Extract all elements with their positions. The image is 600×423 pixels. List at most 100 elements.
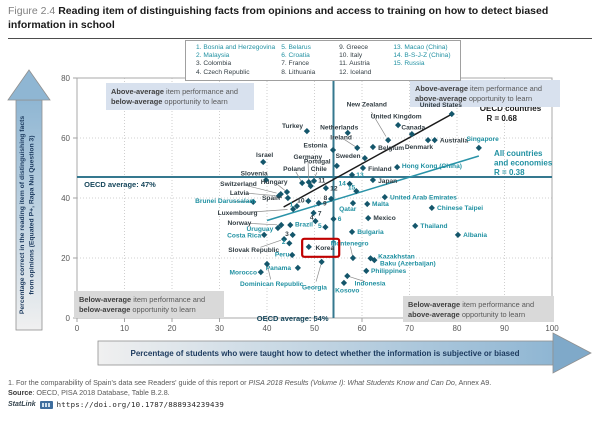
point-label-France: 7 [318,211,322,218]
data-point-Panama [294,264,301,271]
x-axis-banner [97,340,554,366]
data-point-Lithuania [328,195,335,202]
point-label-Belarus: 5 [318,223,322,230]
leader-line [249,209,288,213]
statlink-line: StatLink https://doi.org/10.1787/8889342… [8,400,596,411]
point-label-Estonia: Estonia [303,143,327,150]
data-point-Philippines [363,267,370,274]
point-label-Brunei Darussalam: Brunei Darussalam [195,198,255,205]
oecd-countries-trend [283,112,455,208]
point-label-Italy: 10 [297,198,305,205]
quadrant-label-bg-br [403,296,554,322]
data-point-Chinese Taipei [428,204,435,211]
data-point-Latvia [275,192,282,199]
data-point-Hong Kong (China) [394,164,401,171]
point-label-Greece: 9 [323,200,327,207]
point-label-Malaysia: 2 [282,239,286,246]
point-label-Panama: Panama [266,265,292,272]
y-axis-label-line1: Percentage correct in the reading item o… [19,116,26,315]
point-label-Bulgaria: Bulgaria [357,229,384,236]
legend-item: 3. Colombia [196,60,232,68]
data-point-Turkey [303,128,310,135]
quadrant-label-br-line1: Below-average item performance and [408,300,534,309]
leader-line [276,183,286,192]
data-point-Brunei Darussalam [250,198,257,205]
leader-line [248,223,278,226]
legend-item: 9. Greece [339,44,369,51]
legend-item: 12. Iceland [339,68,372,76]
data-point-Macao (China) [348,171,356,178]
leader-line [349,276,366,282]
point-label-Netherlands: Netherlands [320,125,358,132]
x-axis-arrow-icon [552,332,592,374]
leader-line [344,139,356,148]
legend-item: 6. Croatia [281,52,310,60]
y-tick-label: 0 [66,314,71,323]
legend-item: 7. France [281,60,310,68]
data-point-Baku (Azerbaijan) [371,257,378,264]
quadrant-label-tr-line1: Above-average item performance and [415,84,542,93]
y-axis-arrow-icon [7,69,51,101]
legend-box: 1. Bosnia and Herzegovina 2. Malaysia 3. C… [185,40,461,81]
legend-item: 1. Bosnia and Herzegovina [196,44,276,51]
point-label-Qatar: Qatar [339,206,357,213]
data-point-Netherlands [344,129,351,136]
data-point-Japan [369,176,377,184]
point-label-Lithuania: 8 [324,195,328,202]
data-point-Bulgaria [348,228,356,235]
data-point-Switzerland [277,191,284,198]
point-label-Albania: Albania [463,232,487,239]
x-tick-label: 70 [405,324,414,333]
point-label-Canada: Canada [401,124,425,131]
quadrant-label-tr-line2: above-average opportunity to learn [415,94,532,103]
point-label-New Zealand: New Zealand [347,101,387,108]
x-tick-label: 50 [310,324,319,333]
point-label-Kazakhstan: Kazakhstan [378,253,415,260]
point-label-Bosnia and Herzegovina: 1 [289,202,293,209]
footnotes: 1. For the comparability of Spain's data… [8,378,596,411]
data-point-Morocco [257,269,264,276]
oecd-average-y-label: OECD average: 47% [84,180,156,189]
point-label-Philippines: Philippines [371,268,407,275]
leader-line [315,264,322,282]
footnote-1: 1. For the comparability of Spain's data… [8,378,596,388]
data-point-Israel [260,158,267,166]
all-countries-trend-label: R = 0.38 [494,168,525,177]
point-label-Iceland: 12 [330,185,338,192]
y-tick-label: 80 [61,74,70,83]
x-axis-label: Percentage of students who were taught h… [131,349,520,358]
data-point-Belarus [322,224,329,231]
point-label-Germany: Germany [294,154,323,161]
source-label: Source [8,388,33,398]
point-label-Peru: Peru [275,252,290,259]
data-point-Colombia [289,231,296,238]
data-point-United States [448,110,455,118]
data-point-Slovenia [262,176,270,184]
data-point-B-S-J-Z (China) [346,180,353,187]
leader-line [231,200,251,203]
point-label-Russia: 15 [348,184,356,191]
all-countries-trend-label: All countries [494,149,543,158]
legend-item: 15. Russia [393,60,425,68]
quadrant-label-br-line2: above-average opportunity to learn [408,310,525,319]
data-point-Luxembourg [290,206,297,213]
footnote-1-text: 1. For the comparability of Spain's data… [8,378,249,387]
leader-line [307,162,310,180]
point-label-Luxembourg: Luxembourg [218,210,258,217]
point-label-Poland: Poland [283,166,305,173]
point-label-Ireland: Ireland [330,135,352,142]
data-point-Spain [284,194,291,202]
point-label-Norway: Norway [228,220,252,227]
statlink-url[interactable]: https://doi.org/10.1787/888934239439 [56,399,225,409]
data-point-Denmark [424,137,432,144]
point-label-Thailand: Thailand [420,223,447,230]
data-point-United Arab Emirates [381,194,388,201]
leader-line [267,265,272,280]
leader-line [260,239,282,248]
data-point-New Zealand [385,137,392,144]
y-axis-label-line2: from opinions (Equated P+, Rapa Nui Ques… [29,135,36,294]
point-label-Hong Kong (China): Hong Kong (China) [402,163,462,170]
statlink-icon [39,401,53,410]
point-label-Croatia: 6 [338,216,342,223]
